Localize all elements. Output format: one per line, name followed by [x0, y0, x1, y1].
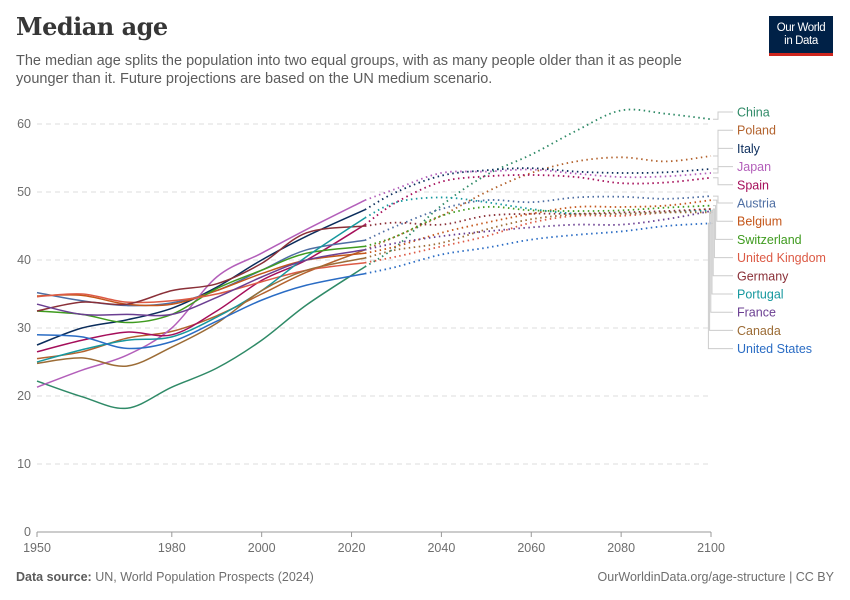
- legend-connector: [713, 199, 733, 222]
- owid-logo[interactable]: Our World in Data: [769, 16, 833, 56]
- x-tick-label: 2020: [338, 541, 366, 555]
- legend-label-italy: Italy: [737, 142, 761, 156]
- legend-connector: [713, 195, 733, 204]
- x-tick-label: 2040: [427, 541, 455, 555]
- y-tick-label: 0: [24, 525, 31, 539]
- series-line-china: [36, 266, 366, 410]
- series-projection-united-states: [364, 222, 712, 275]
- legend-connector: [713, 166, 733, 174]
- series-line-france: [36, 249, 366, 317]
- legend-label-united-kingdom: United Kingdom: [737, 251, 826, 265]
- series-projection-spain: [364, 174, 712, 226]
- legend-label-portugal: Portugal: [737, 288, 784, 302]
- logo-line-2: in Data: [784, 34, 818, 47]
- legend-label-canada: Canada: [737, 324, 781, 338]
- series-line-japan: [36, 199, 366, 388]
- y-tick-label: 10: [17, 457, 31, 471]
- series-projection-canada: [364, 211, 712, 259]
- chart-subtitle: The median age splits the population int…: [16, 53, 682, 87]
- legend-connector: [713, 205, 733, 240]
- series-projection-france: [364, 210, 712, 251]
- legend-connector: [711, 209, 733, 295]
- series-line-portugal: [36, 217, 366, 363]
- y-tick-label: 20: [17, 389, 31, 403]
- legend-label-spain: Spain: [737, 178, 769, 192]
- x-tick-label: 2000: [248, 541, 276, 555]
- series-projection-united-kingdom: [364, 208, 712, 264]
- legend-connector: [709, 211, 733, 331]
- legend-connector: [713, 147, 733, 170]
- y-tick-label: 30: [17, 321, 31, 335]
- legend-label-japan: Japan: [737, 160, 771, 174]
- legend-connector: [707, 222, 733, 350]
- y-tick-label: 40: [17, 253, 31, 267]
- x-tick-label: 2060: [517, 541, 545, 555]
- x-tick-label: 1950: [23, 541, 51, 555]
- logo-line-1: Our World: [776, 21, 826, 34]
- legend-label-austria: Austria: [737, 197, 776, 211]
- x-tick-label: 2080: [607, 541, 635, 555]
- chart-title: Median age: [16, 12, 168, 41]
- legend-label-united-states: United States: [737, 342, 812, 356]
- legend-label-china: China: [737, 106, 770, 120]
- source-text: UN, World Population Prospects (2024): [95, 570, 314, 584]
- legend-label-germany: Germany: [737, 269, 789, 283]
- legend-label-switzerland: Switzerland: [737, 233, 802, 247]
- series-line-united-states: [36, 272, 366, 350]
- series-projection-belgium: [364, 199, 712, 255]
- legend-label-belgium: Belgium: [737, 215, 782, 229]
- legend-label-france: France: [737, 306, 776, 320]
- series-projection-japan: [364, 168, 712, 202]
- legend-connector: [710, 210, 733, 313]
- series-projection-portugal: [364, 196, 712, 219]
- series-projection-austria: [364, 195, 712, 242]
- y-tick-label: 50: [17, 185, 31, 199]
- legend-connector: [712, 208, 733, 277]
- x-tick-label: 2100: [697, 541, 725, 555]
- y-tick-label: 60: [17, 117, 31, 131]
- series-projection-china: [364, 108, 712, 268]
- data-source: Data source: UN, World Population Prospe…: [16, 570, 314, 584]
- x-tick-label: 1980: [158, 541, 186, 555]
- legend-label-poland: Poland: [737, 124, 776, 138]
- series-projection-italy: [364, 167, 712, 211]
- series-projection-germany: [364, 208, 712, 227]
- series-line-canada: [36, 257, 366, 368]
- series-projection-switzerland: [364, 204, 712, 248]
- source-label: Data source:: [16, 570, 92, 584]
- legend-connector: [713, 129, 733, 157]
- series-line-germany: [36, 225, 366, 312]
- legend-connector: [713, 111, 733, 120]
- series-projection-poland: [364, 155, 712, 251]
- legend-connector: [713, 177, 733, 186]
- source-url[interactable]: OurWorldinData.org/age-structure | CC BY: [597, 570, 834, 584]
